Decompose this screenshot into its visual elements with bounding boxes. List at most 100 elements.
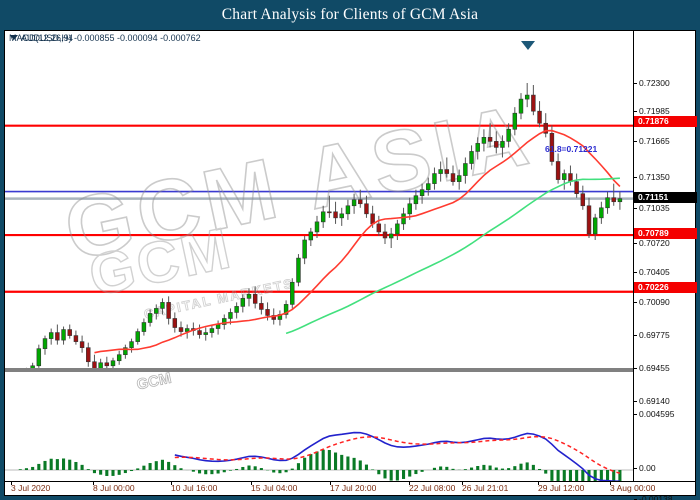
price-axis-tick-label: 0.70090 [639, 297, 670, 307]
macd-indicator-label[interactable]: MACD(12,26,9) -0.000855 -0.000094 -0.000… [9, 33, 201, 43]
tick-mark-icon [634, 242, 637, 244]
price-axis-tick: 0.70090 [634, 297, 697, 308]
price-axis-tick-label: 0.70405 [639, 267, 670, 277]
candle [376, 223, 382, 233]
candle [426, 183, 431, 190]
candle [605, 197, 610, 209]
candle [48, 332, 54, 339]
candle [395, 223, 400, 235]
candle [36, 348, 42, 367]
candle [116, 354, 122, 362]
price-axis-tick-label: 0.70720 [639, 238, 670, 248]
candle [302, 239, 307, 259]
candlestick-series [25, 83, 623, 368]
tick-mark-icon [634, 176, 637, 178]
candle [228, 312, 233, 319]
candle [358, 199, 363, 205]
candle [351, 199, 357, 207]
candle [475, 143, 480, 152]
triangle-down-marker-icon [521, 41, 535, 50]
time-axis-tick-mark [610, 482, 611, 485]
candle [178, 327, 184, 332]
candle [197, 330, 202, 335]
time-axis-tick-label: 29 Jul 12:00 [538, 483, 585, 493]
candle [512, 112, 518, 130]
candle [234, 306, 239, 313]
price-axis-tick-label: 0.69775 [639, 330, 670, 340]
tick-mark-icon [634, 82, 637, 84]
candle [574, 181, 579, 194]
candle [524, 94, 530, 100]
tick-mark-icon [634, 207, 637, 209]
current-price-badge: 0.71151 [634, 192, 697, 203]
candle [160, 302, 165, 309]
time-axis-tick-mark [330, 482, 331, 485]
price-axis-tick-label: 0.71665 [639, 136, 670, 146]
candle [215, 324, 221, 329]
price-level-badge: 0.70789 [634, 228, 697, 239]
candle [500, 141, 505, 148]
candle [531, 94, 536, 112]
price-level-badge: 0.70226 [634, 282, 697, 293]
time-axis-tick-mark [462, 482, 463, 485]
time-axis-tick-label: 22 Jul 08:00 [409, 483, 456, 493]
time-axis-tick-label: 8 Jul 00:00 [93, 483, 135, 493]
candle [549, 133, 555, 162]
candle [555, 161, 561, 180]
candle [154, 308, 159, 314]
time-axis[interactable]: 3 Jul 2020 8 Jul 00:00 10 Jul 16:00 15 Jul … [5, 481, 695, 495]
time-axis-tick-label: 10 Jul 16:00 [171, 483, 218, 493]
tick-mark-icon [634, 334, 637, 336]
tick-mark-icon [634, 110, 637, 112]
candle [55, 332, 60, 341]
chevron-down-icon[interactable] [10, 35, 18, 41]
price-chart-pane[interactable]: GCM ASIA GCM CAPITAL MARKETS [5, 31, 633, 368]
time-axis-tick-label: 3 Jul 2020 [11, 483, 51, 493]
price-axis-tick: 0.72300 [634, 78, 697, 89]
candle [141, 322, 147, 332]
candle [271, 315, 276, 320]
candle [209, 328, 215, 333]
candle [562, 173, 567, 180]
candle [104, 362, 110, 367]
candle [135, 331, 140, 342]
time-axis-tick-mark [93, 482, 94, 485]
candle [30, 365, 35, 368]
candle [172, 318, 178, 328]
page-title: Chart Analysis for Clients of GCM Asia [221, 6, 479, 23]
candle [537, 110, 542, 124]
chart-frame: GCM ASIA GCM CAPITAL MARKETS GCM AUDUSD,H4… [4, 30, 697, 500]
candle [586, 205, 592, 235]
tick-mark-icon [634, 271, 637, 273]
price-axis-tick: 0.70720 [634, 238, 697, 249]
symbol-label[interactable]: AUDUSD,H4 [10, 33, 73, 43]
price-axis-tick: 0.69455 [634, 363, 697, 374]
candle [314, 221, 320, 233]
candle [339, 213, 344, 219]
candle [246, 294, 252, 299]
price-axis-tick-label: 0.004595 [639, 409, 675, 419]
macd-pane[interactable]: GCM [5, 370, 633, 481]
candle [407, 203, 412, 215]
price-axis-tick: 0.71350 [634, 172, 697, 183]
price-level-badge: 0.71876 [634, 116, 697, 127]
candle [240, 298, 246, 307]
price-axis[interactable]: 0.72300 0.71985 0.71876 0.71665 0.71350 0.711… [634, 31, 697, 500]
symbol-text: AUDUSD,H4 [21, 33, 74, 43]
price-axis-tick-label: 0.72300 [639, 78, 670, 88]
ma-slow-line [285, 177, 620, 335]
candle [543, 122, 548, 134]
candle [327, 211, 332, 214]
candle [592, 217, 598, 235]
candle [283, 304, 289, 315]
candle [42, 338, 48, 349]
scale-separator [633, 31, 634, 481]
time-axis-tick-label: 17 Jul 20:00 [330, 483, 377, 493]
candle [382, 231, 388, 239]
tick-mark-icon [634, 140, 637, 142]
price-axis-tick: 0.69775 [634, 330, 697, 341]
fib-level-label: 61.8=0.71221 [545, 144, 598, 154]
candle [617, 198, 623, 203]
tick-mark-icon [634, 467, 637, 469]
candle [166, 302, 171, 319]
